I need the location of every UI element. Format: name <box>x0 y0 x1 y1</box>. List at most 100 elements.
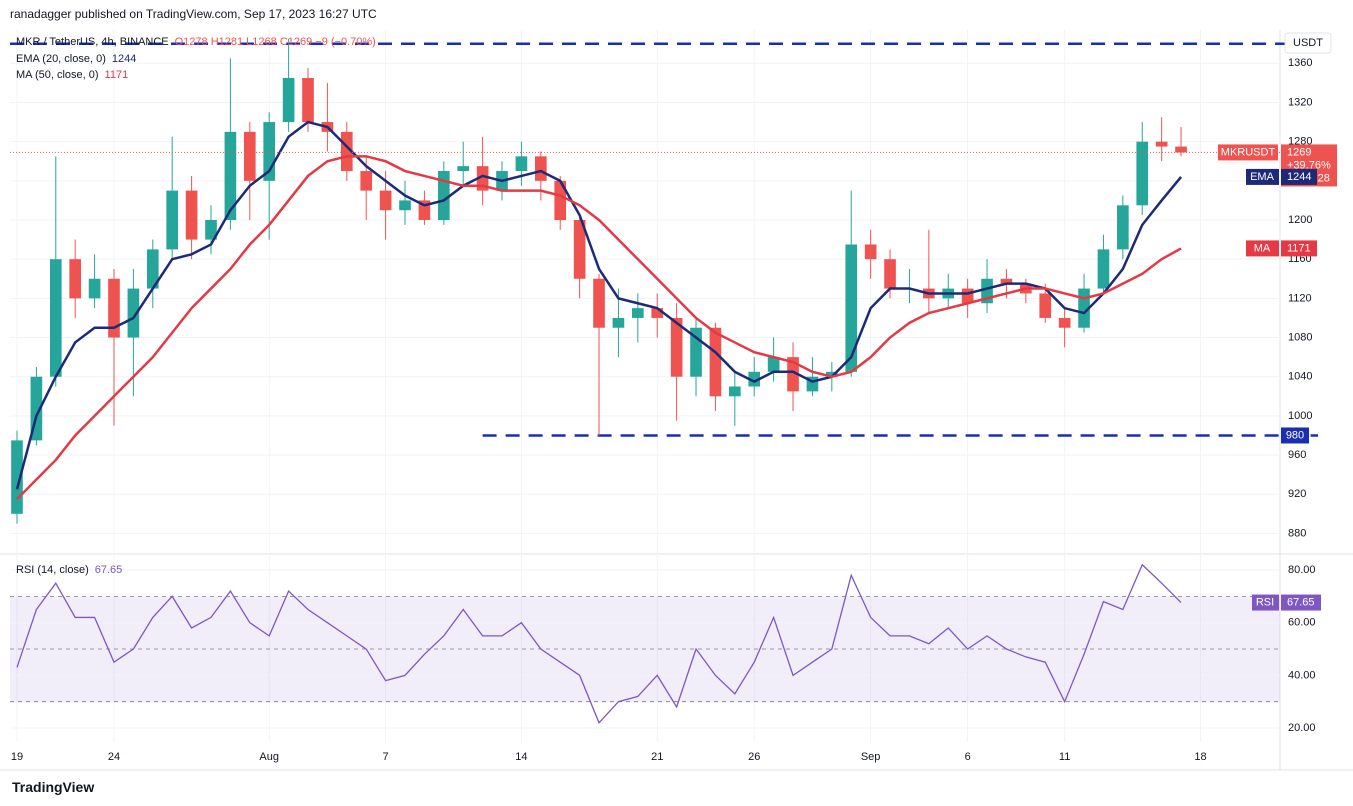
indicator-line <box>15 120 1183 490</box>
y-tick-label: 1200 <box>1288 214 1312 226</box>
candle-body <box>1058 317 1071 328</box>
x-tick-label: 11 <box>1059 751 1070 763</box>
candle-body <box>224 131 237 221</box>
candle-body <box>340 131 353 172</box>
candle-body <box>1117 205 1129 250</box>
publish-info: ranadagger published on TradingView.com,… <box>10 7 377 21</box>
indicator-line <box>16 155 1182 501</box>
x-tick-label: 18 <box>1194 751 1206 763</box>
y-tick-label: 1120 <box>1288 292 1312 304</box>
candle-body <box>185 190 198 240</box>
candle-body <box>981 278 993 304</box>
candle-body <box>729 386 741 397</box>
y-tick-label: 1360 <box>1288 57 1312 69</box>
candle-body <box>1078 288 1090 328</box>
indicator-name: RSI <box>1256 596 1274 608</box>
candle-body <box>166 190 179 250</box>
y-tick-label: 40.00 <box>1288 669 1316 681</box>
candle-body <box>1136 141 1149 206</box>
candle-body <box>1000 278 1013 284</box>
candle-body <box>1039 293 1052 318</box>
candle-body <box>49 259 62 377</box>
candle-body <box>30 376 43 441</box>
candle-body <box>127 288 140 338</box>
x-tick-label: 14 <box>515 751 527 763</box>
x-tick-label: 6 <box>965 751 971 763</box>
candle-body <box>1097 249 1110 289</box>
currency-label: USDT <box>1293 37 1323 49</box>
indicator-value: 67.65 <box>1287 596 1315 608</box>
candle-body <box>302 77 314 123</box>
y-tick-label: 1040 <box>1288 371 1312 383</box>
y-tick-label: 880 <box>1288 527 1306 539</box>
candle-body <box>806 376 819 392</box>
candle-body <box>826 371 838 377</box>
candle-body <box>864 244 877 260</box>
candle-body <box>670 317 683 377</box>
y-tick-label: 960 <box>1288 449 1306 461</box>
candle-body <box>884 259 896 289</box>
candle-body <box>205 220 217 240</box>
legend-value: O1278 H1281 L1268 C1269 −9 (−0.70%) <box>175 36 376 48</box>
price-pane <box>10 30 1280 553</box>
currency-box <box>1284 32 1332 54</box>
candle-body <box>437 171 450 221</box>
y-tick-label: 20.00 <box>1288 722 1316 734</box>
candle-body <box>787 357 799 392</box>
candle-body <box>399 200 411 211</box>
candle-body <box>767 357 780 372</box>
indicator-tag <box>1281 168 1317 185</box>
candle-body <box>108 278 120 338</box>
candle-body <box>457 166 470 172</box>
candle-body <box>632 308 644 318</box>
indicator-tag <box>1246 168 1279 185</box>
last-price: 1269 <box>1287 146 1311 158</box>
candle-body <box>690 327 702 377</box>
indicator-tag <box>1281 594 1321 611</box>
legend-label: RSI (14, close) <box>16 564 89 576</box>
brand[interactable]: TradingView <box>12 779 95 795</box>
candle-body <box>1175 146 1187 153</box>
level-tag <box>1281 427 1309 444</box>
candle-body <box>263 122 276 181</box>
ticker-label: MKRUSDT <box>1221 146 1276 158</box>
candle-body <box>243 131 256 181</box>
x-tick-label: 21 <box>651 751 663 763</box>
price-tag <box>1218 144 1278 161</box>
legend-label: MKR / TetherUS, 4h, BINANCE <box>16 36 169 48</box>
candle-body <box>515 156 528 172</box>
y-tick-label: 80.00 <box>1288 564 1316 576</box>
candle-body <box>146 249 159 289</box>
candle-body <box>709 327 722 397</box>
candle-body <box>554 180 567 221</box>
candle-body <box>573 220 586 279</box>
x-tick-label: 24 <box>108 751 120 763</box>
indicator-name: MA <box>1254 242 1271 254</box>
change-label: +39.76% <box>1287 159 1331 171</box>
candle-body <box>651 308 664 318</box>
indicator-tag <box>1252 594 1279 611</box>
x-tick-label: 19 <box>11 751 23 763</box>
x-tick-label: 26 <box>748 751 760 763</box>
candle-body <box>534 156 547 181</box>
y-tick-label: 1320 <box>1288 96 1312 108</box>
y-tick-label: 1000 <box>1288 410 1312 422</box>
candle-body <box>845 244 858 372</box>
candle-body <box>379 190 392 211</box>
indicator-value: 1171 <box>1287 242 1311 254</box>
candle-body <box>593 278 605 328</box>
level-label: 980 <box>1286 429 1304 441</box>
candle-body <box>88 278 101 299</box>
candle-body <box>612 317 625 328</box>
y-tick-label: 920 <box>1288 488 1306 500</box>
candle-body <box>418 200 431 221</box>
y-tick-label: 60.00 <box>1288 617 1316 629</box>
legend-value: 1244 <box>112 53 136 65</box>
candle-body <box>748 371 761 387</box>
rsi-line <box>16 563 1182 724</box>
x-tick-label: Sep <box>861 751 881 763</box>
x-tick-label: 7 <box>383 751 389 763</box>
y-tick-label: 1080 <box>1288 331 1312 343</box>
candle-body <box>476 166 489 191</box>
